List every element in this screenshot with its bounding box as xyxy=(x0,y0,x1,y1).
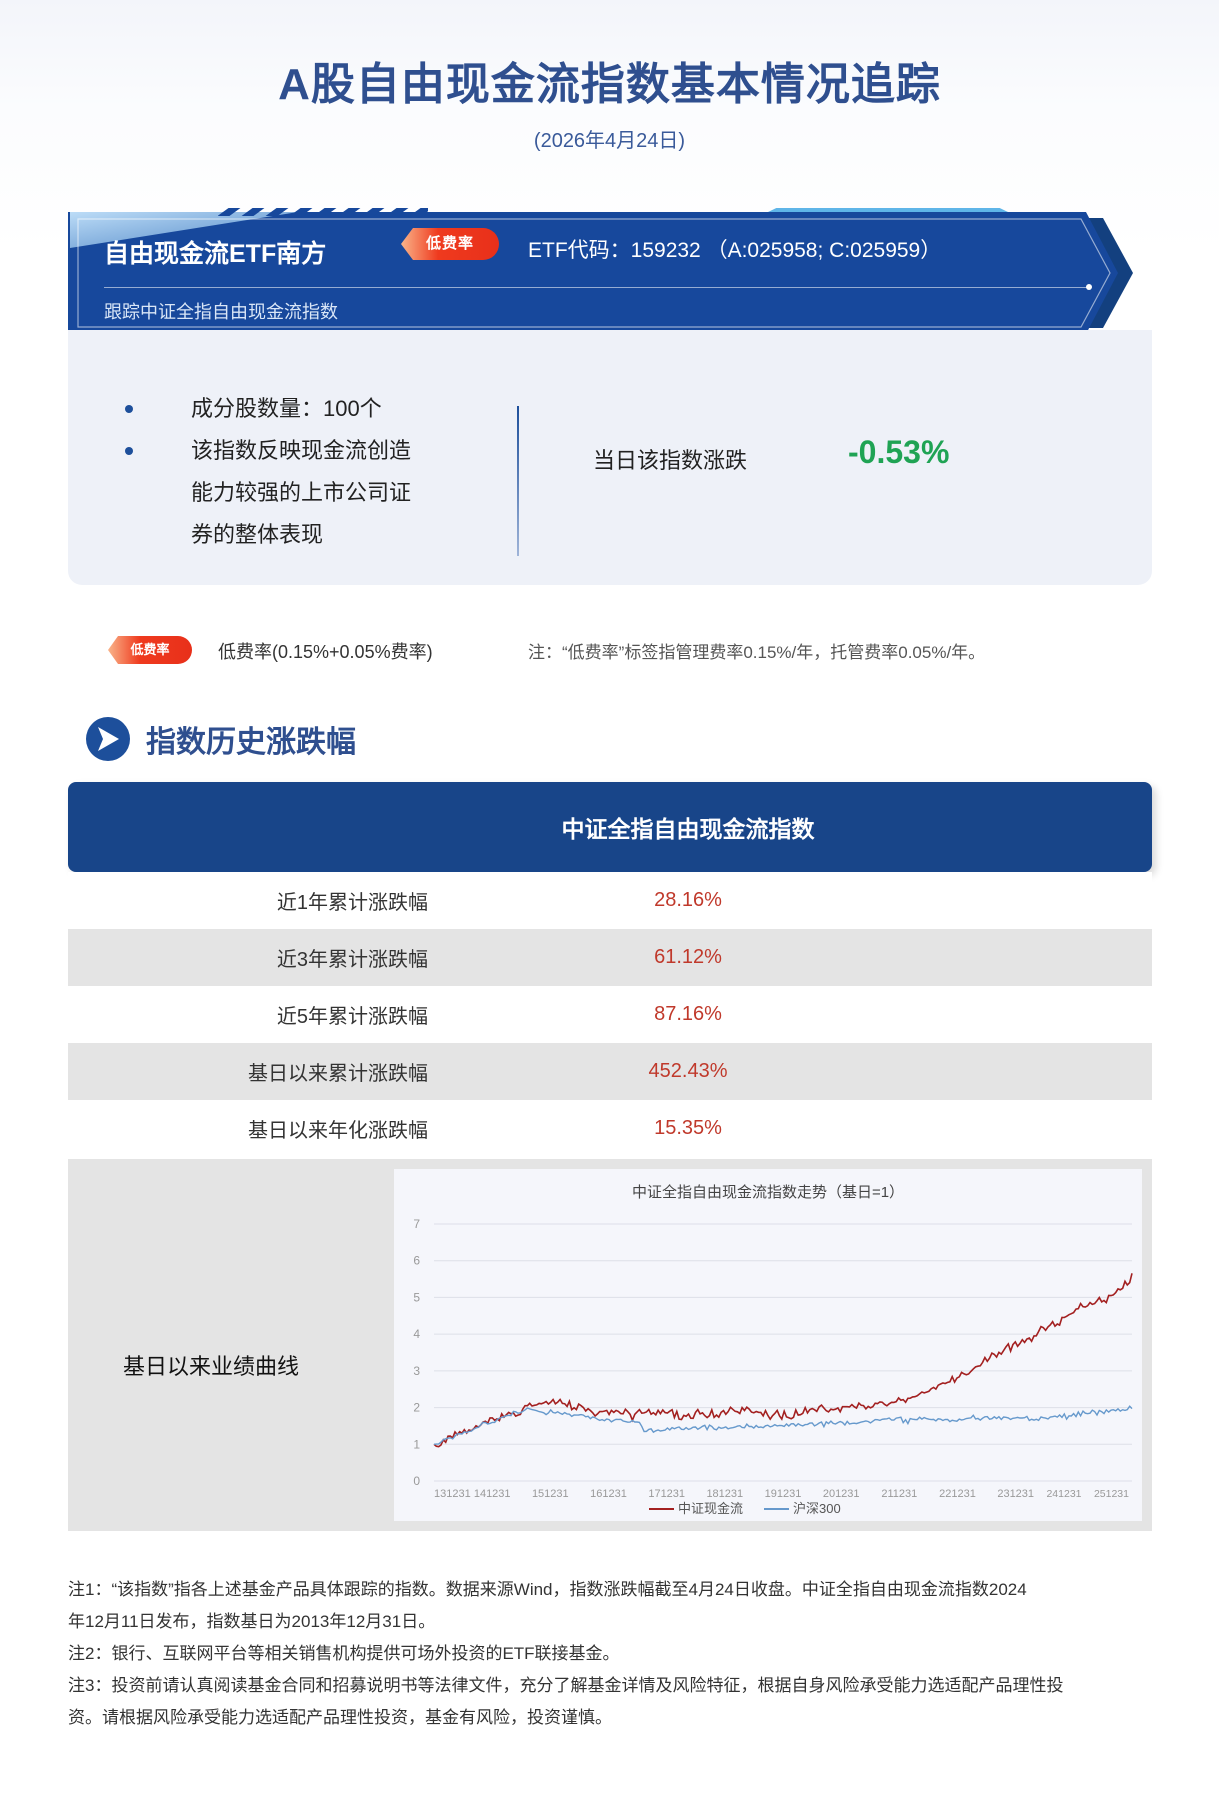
svg-text:7: 7 xyxy=(413,1217,420,1231)
svg-text:6: 6 xyxy=(413,1254,420,1268)
svg-text:沪深300: 沪深300 xyxy=(793,1501,841,1516)
svg-text:211231: 211231 xyxy=(881,1488,917,1500)
svg-text:241231: 241231 xyxy=(1046,1488,1081,1500)
svg-text:中证现金流: 中证现金流 xyxy=(678,1501,743,1516)
svg-text:中证全指自由现金流指数走势（基日=1）: 中证全指自由现金流指数走势（基日=1） xyxy=(632,1183,904,1201)
svg-text:1: 1 xyxy=(413,1437,420,1451)
svg-text:131231: 131231 xyxy=(434,1488,471,1500)
svg-text:171231: 171231 xyxy=(648,1488,685,1500)
svg-text:201231: 201231 xyxy=(823,1488,860,1500)
svg-text:221231: 221231 xyxy=(939,1488,976,1500)
svg-text:191231: 191231 xyxy=(765,1488,802,1500)
svg-text:231231: 231231 xyxy=(997,1488,1034,1500)
svg-text:151231: 151231 xyxy=(532,1488,569,1500)
svg-text:3: 3 xyxy=(413,1364,420,1378)
svg-text:4: 4 xyxy=(413,1327,420,1341)
svg-text:141231: 141231 xyxy=(474,1488,511,1500)
svg-text:181231: 181231 xyxy=(706,1488,743,1500)
svg-text:2: 2 xyxy=(413,1401,420,1415)
svg-text:0: 0 xyxy=(413,1474,420,1488)
svg-text:161231: 161231 xyxy=(590,1488,627,1500)
svg-text:251231: 251231 xyxy=(1094,1488,1129,1500)
svg-text:5: 5 xyxy=(413,1290,420,1304)
